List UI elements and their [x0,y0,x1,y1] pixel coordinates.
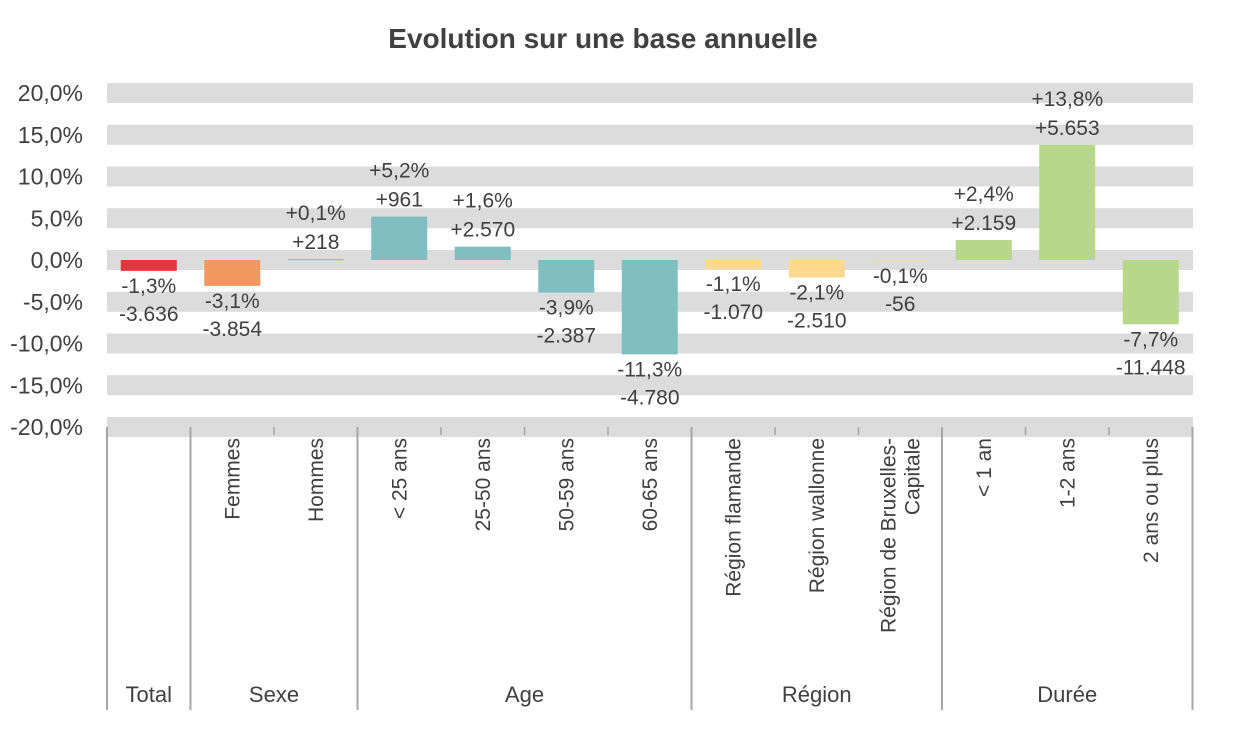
y-tick-label: 10,0% [18,164,83,190]
category-label: Région de Bruxelles- [877,438,900,633]
bar [1122,260,1179,325]
y-axis-ticks: 20,0% 15,0% 10,0% 5,0% 0,0% -5,0% -10,0% -15,0%… [10,80,83,440]
bar [621,260,678,355]
data-label-percent: +13,8% [1031,88,1103,111]
data-label-absolute: -1.070 [703,301,763,324]
bar [204,260,261,286]
bar [120,260,177,271]
bar [1039,144,1096,260]
bars [120,144,1179,355]
category-label: < 1 an [973,438,996,497]
category-label: Hommes [305,438,328,522]
data-label-percent: -2,1% [789,282,844,305]
grid-band-3 [107,208,1193,229]
data-label-absolute: +218 [292,231,339,254]
category-label: Femmes [221,438,244,520]
category-labels: Femmes Hommes < 25 ans 25-50 ans 50-59 ans 60… [221,438,1163,633]
bar [872,260,929,261]
category-label: 60-65 ans [639,438,662,531]
group-labels: Total Sexe Age Région Durée [126,682,1098,707]
category-label: < 25 ans [388,438,411,519]
data-label-absolute: -11.448 [1116,356,1186,379]
y-tick-label: 15,0% [18,122,83,148]
data-label-percent: +5,2% [369,160,429,183]
data-label-percent: -1,3% [121,275,176,298]
data-label-absolute: -56 [885,293,915,316]
data-label-absolute: -3.636 [119,303,179,326]
data-label-percent: -1,1% [706,273,761,296]
data-labels: -1,3% -3.636 -3,1% -3.854 +0,1% +218 +5,2% +961… [119,88,1186,410]
data-label-absolute: +5.653 [1035,117,1100,140]
y-tick-label: 20,0% [18,80,83,106]
group-label: Total [126,682,172,707]
chart-title: Evolution sur une base annuelle [388,23,817,54]
y-tick-label: 0,0% [31,247,83,273]
category-label: 50-59 ans [555,438,578,531]
bar [788,260,845,278]
y-tick-label: -20,0% [10,414,83,440]
y-tick-label: -15,0% [10,372,83,398]
data-label-percent: +2,4% [954,183,1014,206]
group-label: Age [505,682,544,707]
data-label-absolute: +2.159 [951,212,1016,235]
data-label-percent: -0,1% [873,265,928,288]
bar [371,216,428,260]
y-tick-label: -5,0% [23,289,83,315]
category-label: 2 ans ou plus [1140,438,1163,563]
grid-band-0 [107,83,1193,103]
grid-band-2 [107,166,1193,187]
data-label-absolute: -2.510 [787,310,847,333]
data-label-absolute: -2.387 [536,325,596,348]
y-tick-label: -10,0% [10,331,83,357]
category-label: Capitale [901,438,924,515]
group-label: Sexe [249,682,299,707]
data-label-percent: +0,1% [286,202,346,225]
data-label-absolute: +961 [376,189,423,212]
y-tick-label: 5,0% [31,205,83,231]
data-label-percent: -11,3% [617,358,682,381]
grid-band-7 [107,375,1193,396]
group-label: Durée [1037,682,1097,707]
data-label-absolute: +2.570 [450,219,515,242]
bar [538,260,595,293]
data-label-percent: -7,7% [1123,328,1178,351]
grid-band-8 [107,417,1193,437]
bar [287,259,344,261]
bar [705,260,762,270]
category-axis [106,427,1194,710]
data-label-percent: -3,1% [205,290,260,313]
data-label-percent: +1,6% [453,190,513,213]
grid-band-1 [107,124,1193,145]
bar [955,239,1012,260]
category-label: Région flamande [722,438,745,597]
data-label-absolute: -3.854 [202,318,262,341]
bar [454,246,511,260]
group-label: Région [782,682,852,707]
category-label: 25-50 ans [472,438,495,531]
category-label: 1-2 ans [1056,438,1079,508]
data-label-percent: -3,9% [539,297,594,320]
data-label-absolute: -4.780 [620,386,680,409]
category-label: Région wallonne [806,438,829,593]
